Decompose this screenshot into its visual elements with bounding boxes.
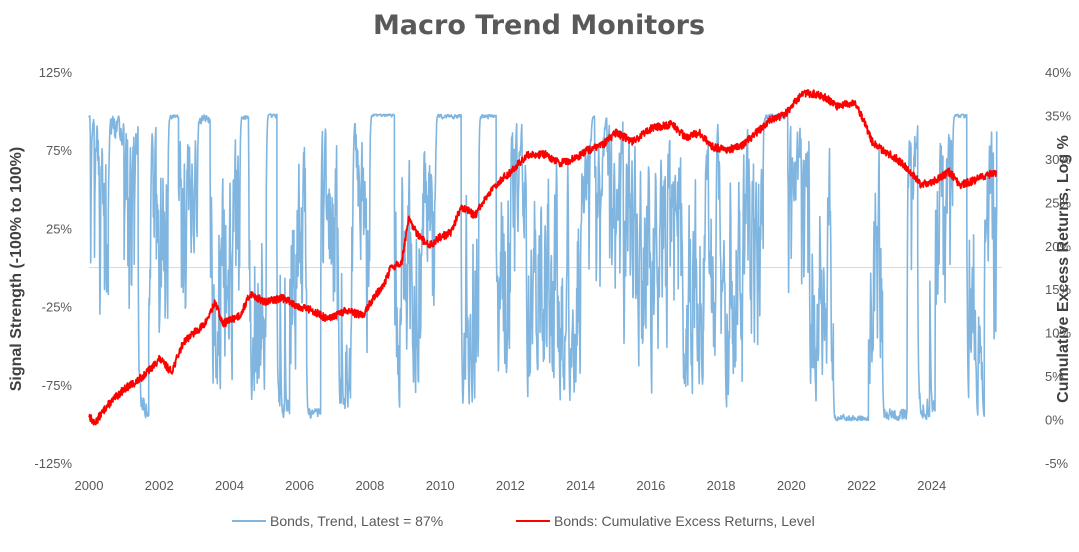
y-axis-right-title: Cumulative Excess Returns, Log % — [1055, 135, 1072, 403]
x-tick-label: 2006 — [285, 478, 314, 493]
y-axis-left-ticks: 125% 75% 25% -25% -75% -125% — [34, 65, 72, 471]
series-layer — [88, 89, 998, 426]
x-tick-label: 2008 — [355, 478, 384, 493]
y-left-tick-label: -125% — [34, 456, 72, 471]
y-right-tick-label: 25% — [1045, 195, 1071, 210]
legend-label-returns: Bonds: Cumulative Excess Returns, Level — [554, 513, 815, 529]
chart-title: Macro Trend Monitors — [373, 10, 705, 41]
y-left-tick-label: 25% — [46, 221, 72, 236]
x-axis-ticks: 2000 2002 2004 2006 2008 2010 2012 2014 2016 2018… — [75, 478, 947, 493]
x-tick-label: 2024 — [917, 478, 946, 493]
x-tick-label: 2016 — [636, 478, 665, 493]
x-tick-label: 2004 — [215, 478, 244, 493]
y-right-tick-label: 30% — [1045, 152, 1071, 167]
x-tick-label: 2002 — [145, 478, 174, 493]
x-tick-label: 2020 — [777, 478, 806, 493]
y-left-tick-label: -75% — [42, 378, 73, 393]
y-right-tick-label: 5% — [1045, 369, 1064, 384]
legend-label-trend: Bonds, Trend, Latest = 87% — [270, 513, 443, 529]
y-right-tick-label: 40% — [1045, 65, 1071, 80]
y-left-tick-label: 75% — [46, 143, 72, 158]
y-left-tick-label: -25% — [42, 300, 73, 315]
y-right-tick-label: 15% — [1045, 282, 1071, 297]
y-left-tick-label: 125% — [39, 65, 73, 80]
x-tick-label: 2018 — [707, 478, 736, 493]
y-right-tick-label: 35% — [1045, 108, 1071, 123]
series-line-returns — [88, 89, 998, 426]
x-tick-label: 2000 — [75, 478, 104, 493]
y-axis-right-ticks: 40% 35% 30% 25% 20% 15% 10% 5% 0% -5% — [1045, 65, 1071, 471]
x-tick-label: 2014 — [566, 478, 595, 493]
legend: Bonds, Trend, Latest = 87% Bonds: Cumula… — [232, 513, 815, 529]
y-right-tick-label: 10% — [1045, 326, 1071, 341]
y-right-tick-label: 0% — [1045, 413, 1064, 428]
x-tick-label: 2010 — [426, 478, 455, 493]
y-right-tick-label: -5% — [1045, 456, 1069, 471]
y-right-tick-label: 20% — [1045, 239, 1071, 254]
x-tick-label: 2022 — [847, 478, 876, 493]
x-tick-label: 2012 — [496, 478, 525, 493]
series-line-trend — [88, 113, 998, 422]
y-axis-left-title: Signal Strength (-100% to 100%) — [8, 147, 25, 392]
